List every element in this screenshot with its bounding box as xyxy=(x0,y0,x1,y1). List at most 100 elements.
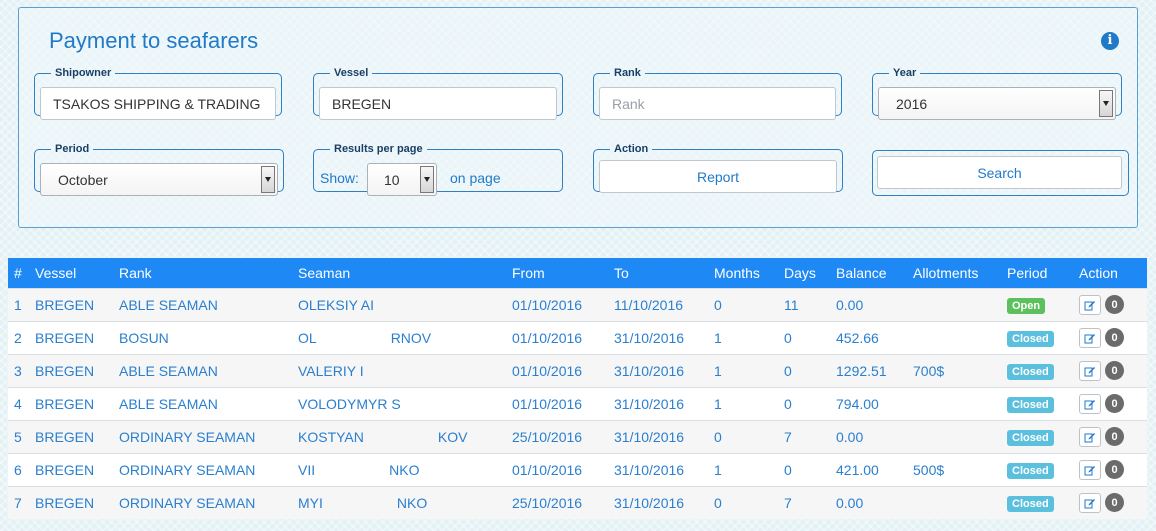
column-header[interactable]: Action xyxy=(1079,264,1118,281)
count-badge[interactable]: 0 xyxy=(1105,460,1124,479)
from-cell: 01/10/2016 xyxy=(512,296,583,313)
redacted-gap xyxy=(401,399,475,409)
count-badge[interactable]: 0 xyxy=(1105,394,1124,413)
column-header[interactable]: To xyxy=(614,264,629,281)
seaman-cell: MYI NKO xyxy=(292,486,506,519)
to-cell: 31/10/2016 xyxy=(614,428,685,445)
row-number: 4 xyxy=(14,395,22,412)
edit-icon[interactable] xyxy=(1079,360,1101,381)
year-select[interactable]: 2016 xyxy=(878,87,1116,120)
count-badge[interactable]: 0 xyxy=(1105,493,1124,513)
allotments-cell xyxy=(907,387,1001,420)
status-badge: Closed xyxy=(1007,429,1054,446)
count-badge[interactable]: 0 xyxy=(1105,295,1124,314)
chevron-down-icon[interactable] xyxy=(420,166,434,193)
payments-table: # Vessel Rank Seaman From To Months Days Balance… xyxy=(8,258,1147,519)
seaman-name-part: KOV xyxy=(437,428,468,445)
column-header[interactable]: Allotments xyxy=(913,264,979,281)
count-badge[interactable]: 0 xyxy=(1105,427,1124,446)
results-per-page-select[interactable]: 10 xyxy=(367,163,437,196)
vessel-cell: BREGEN xyxy=(35,296,95,313)
table-row[interactable]: 2 BREGEN BOSUN OL RNOV 01/10/2016 31/10/2016 1 0… xyxy=(8,321,1147,354)
report-button[interactable]: Report xyxy=(599,160,837,193)
status-badge: Closed xyxy=(1007,396,1054,413)
redacted-gap xyxy=(315,465,389,475)
table-row[interactable]: 4 BREGEN ABLE SEAMAN VOLODYMYR S 01/10/2016 3… xyxy=(8,387,1147,420)
action-cell: 0 xyxy=(1073,354,1147,387)
to-cell: 31/10/2016 xyxy=(614,494,685,511)
edit-icon[interactable] xyxy=(1079,393,1101,414)
row-number: 1 xyxy=(14,296,22,313)
column-header[interactable]: From xyxy=(512,264,545,281)
search-button[interactable]: Search xyxy=(877,156,1122,189)
vessel-legend: Vessel xyxy=(334,67,369,79)
column-header[interactable]: Balance xyxy=(836,264,887,281)
edit-icon[interactable] xyxy=(1079,426,1101,447)
allotments-cell: 700$ xyxy=(913,362,945,379)
table-row[interactable]: 3 BREGEN ABLE SEAMAN VALERIY I 01/10/2016 31/… xyxy=(8,354,1147,387)
seaman-cell: VII NKO xyxy=(292,453,506,486)
rank-legend: Rank xyxy=(614,67,641,79)
months-cell: 1 xyxy=(714,362,722,379)
shipowner-input[interactable] xyxy=(40,87,276,120)
status-badge: Closed xyxy=(1007,363,1054,380)
seaman-name-part: VALERIY I xyxy=(298,362,364,379)
count-badge[interactable]: 0 xyxy=(1105,361,1124,380)
table-row[interactable]: 5 BREGEN ORDINARY SEAMAN KOSTYAN KOV 25/10/20… xyxy=(8,420,1147,453)
seaman-cell: KOSTYAN KOV xyxy=(292,420,506,453)
redacted-gap xyxy=(364,432,438,442)
chevron-down-icon[interactable] xyxy=(1099,90,1113,117)
column-header[interactable]: Rank xyxy=(119,264,152,281)
vessel-input[interactable] xyxy=(319,87,557,120)
balance-cell: 421.00 xyxy=(836,461,879,478)
rank-cell: ABLE SEAMAN xyxy=(119,362,218,379)
info-icon[interactable]: i xyxy=(1101,32,1119,50)
column-header[interactable]: Seaman xyxy=(298,264,351,281)
column-header[interactable]: Vessel xyxy=(35,264,77,281)
column-header[interactable]: Period xyxy=(1007,264,1048,281)
action-cell: 0 xyxy=(1073,387,1147,420)
row-number: 6 xyxy=(14,461,22,478)
count-badge[interactable]: 0 xyxy=(1105,328,1124,347)
days-cell: 0 xyxy=(784,362,792,379)
column-header[interactable]: Months xyxy=(714,264,760,281)
status-badge: Closed xyxy=(1007,330,1054,347)
chevron-down-icon[interactable] xyxy=(261,166,275,193)
seaman-cell: VALERIY I xyxy=(292,354,506,387)
period-select[interactable]: October xyxy=(40,163,278,196)
page-title: Payment to seafarers xyxy=(49,28,259,53)
edit-icon[interactable] xyxy=(1079,294,1101,315)
column-header[interactable]: # xyxy=(14,264,22,281)
search-group: Search xyxy=(872,150,1129,196)
balance-cell: 794.00 xyxy=(836,395,879,412)
edit-icon[interactable] xyxy=(1079,492,1101,513)
column-header[interactable]: Days xyxy=(784,264,816,281)
months-cell: 0 xyxy=(714,494,722,511)
row-number: 2 xyxy=(14,329,22,346)
seaman-name-part: RNOV xyxy=(390,329,432,346)
shipowner-legend: Shipowner xyxy=(55,67,112,79)
action-group: 0 xyxy=(1079,459,1147,480)
period-value: October xyxy=(58,172,108,188)
balance-cell: 0.00 xyxy=(836,428,864,445)
seaman-name-part: OLEKSIY AI xyxy=(298,296,375,313)
rank-input[interactable] xyxy=(599,87,836,120)
edit-icon[interactable] xyxy=(1079,327,1101,348)
search-panel: Payment to seafarers i Shipowner Vessel … xyxy=(18,7,1138,228)
to-cell: 31/10/2016 xyxy=(614,395,685,412)
from-cell: 01/10/2016 xyxy=(512,395,583,412)
period-cell: Closed xyxy=(1001,420,1073,453)
from-cell: 01/10/2016 xyxy=(512,362,583,379)
table-row[interactable]: 7 BREGEN ORDINARY SEAMAN MYI NKO 25/10/2016 31… xyxy=(8,486,1147,519)
period-cell: Closed xyxy=(1001,387,1073,420)
edit-icon[interactable] xyxy=(1079,459,1101,480)
period-cell: Open xyxy=(1001,288,1073,321)
table-row[interactable]: 1 BREGEN ABLE SEAMAN OLEKSIY AI 01/10/2016 11… xyxy=(8,288,1147,321)
table-row[interactable]: 6 BREGEN ORDINARY SEAMAN VII NKO 01/10/2016 31… xyxy=(8,453,1147,486)
rank-group: Rank xyxy=(593,67,842,120)
allotments-cell xyxy=(907,486,1001,519)
vessel-cell: BREGEN xyxy=(35,329,95,346)
on-page-label: on page xyxy=(450,170,501,186)
rank-cell: ABLE SEAMAN xyxy=(119,395,218,412)
action-group: Action Report xyxy=(593,144,843,193)
